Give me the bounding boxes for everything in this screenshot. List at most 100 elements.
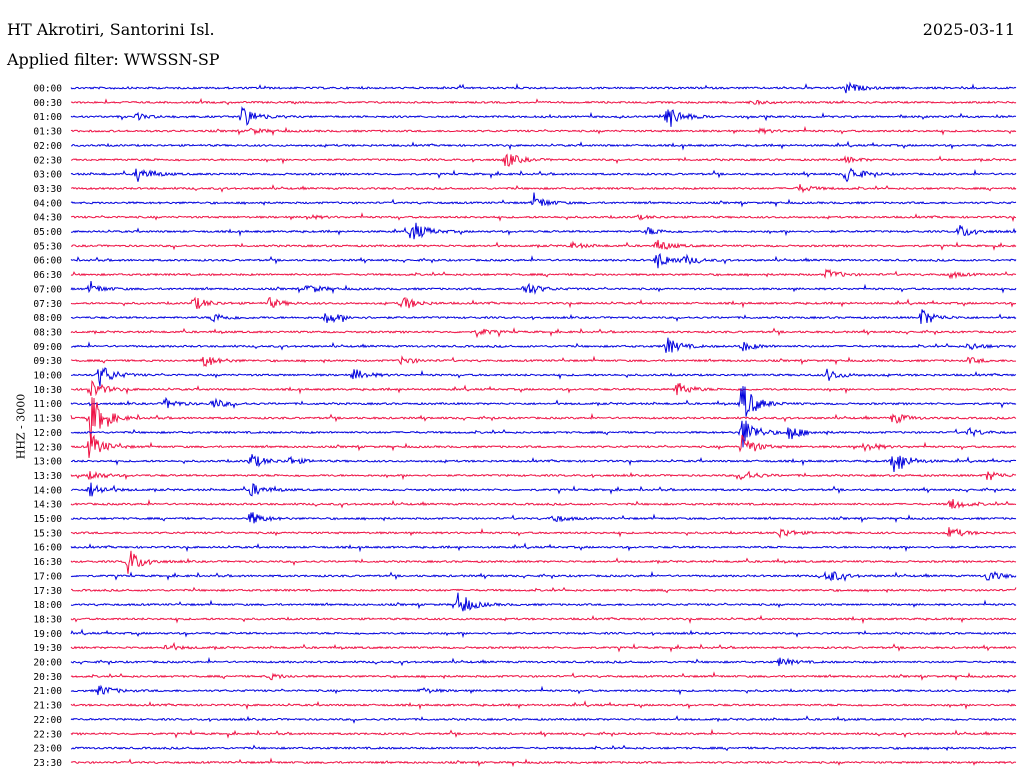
seismic-trace <box>70 212 1017 223</box>
seismic-trace <box>70 570 1017 582</box>
time-tick-label: 17:00 <box>33 571 62 582</box>
seismic-trace <box>70 757 1017 768</box>
seismic-trace <box>70 434 1017 458</box>
time-tick-label: 01:30 <box>33 127 62 138</box>
seismic-trace <box>70 253 1017 269</box>
seismic-trace <box>70 498 1017 509</box>
seismic-trace <box>70 327 1017 339</box>
seismic-trace <box>70 671 1017 681</box>
time-tick-label: 02:00 <box>33 141 62 152</box>
time-tick-label: 04:30 <box>33 213 62 224</box>
time-tick-label: 11:00 <box>33 399 62 410</box>
time-tick-label: 19:00 <box>33 629 62 640</box>
applied-filter: Applied filter: WWSSN-SP <box>7 50 220 69</box>
seismic-trace <box>70 192 1017 208</box>
time-tick-label: 06:30 <box>33 270 62 281</box>
seismic-trace <box>70 239 1017 251</box>
seismic-trace <box>70 454 1017 473</box>
seismic-trace <box>70 140 1017 151</box>
record-date: 2025-03-11 <box>922 20 1015 39</box>
seismic-trace <box>70 379 1017 397</box>
seismic-trace <box>71 586 1017 594</box>
seismic-trace <box>70 512 1017 524</box>
time-tick-label: 13:00 <box>33 457 62 468</box>
time-tick-label: 10:00 <box>33 371 62 382</box>
seismic-trace <box>70 309 1017 324</box>
time-tick-label: 02:30 <box>33 155 62 166</box>
seismic-trace <box>70 656 1017 667</box>
seismic-trace <box>70 355 1016 368</box>
time-tick-label: 21:30 <box>33 701 62 712</box>
seismic-trace <box>70 167 1017 183</box>
seismic-trace <box>70 684 1017 696</box>
time-tick-label: 11:30 <box>33 414 62 425</box>
time-tick-label: 12:30 <box>33 442 62 453</box>
time-ticks: 00:00 00:30 01:00 01:30 02:00 02:30 03:00 03:30… <box>33 84 62 769</box>
time-tick-label: 07:30 <box>33 299 62 310</box>
time-tick-label: 18:00 <box>33 600 62 611</box>
seismic-trace <box>70 153 1017 167</box>
time-tick-label: 23:30 <box>33 758 62 769</box>
time-tick-label: 08:30 <box>33 327 62 338</box>
time-tick-label: 00:00 <box>33 84 62 95</box>
seismic-trace <box>70 527 1017 539</box>
time-tick-label: 20:30 <box>33 672 62 683</box>
time-tick-label: 06:00 <box>33 256 62 267</box>
time-tick-label: 14:00 <box>33 485 62 496</box>
seismic-trace <box>70 81 1017 94</box>
time-tick-label: 00:30 <box>33 98 62 109</box>
seismic-trace <box>71 222 1017 240</box>
seismic-trace <box>70 715 1017 724</box>
time-tick-label: 15:30 <box>33 528 62 539</box>
time-tick-label: 10:30 <box>33 385 62 396</box>
time-tick-label: 22:00 <box>33 715 62 726</box>
time-tick-label: 20:00 <box>33 658 62 669</box>
time-tick-label: 18:30 <box>33 614 62 625</box>
time-tick-label: 13:30 <box>33 471 62 482</box>
seismic-trace <box>70 592 1017 612</box>
time-tick-label: 09:00 <box>33 342 62 353</box>
seismic-trace <box>70 268 1017 280</box>
seismic-trace <box>70 386 1017 417</box>
trace-lines <box>70 81 1017 768</box>
time-tick-label: 22:30 <box>33 729 62 740</box>
time-tick-label: 03:30 <box>33 184 62 195</box>
seismic-trace <box>70 550 1017 574</box>
station-title: HT Akrotiri, Santorini Isl. <box>7 20 215 39</box>
seismic-trace <box>70 641 1017 653</box>
time-tick-label: 23:00 <box>33 744 62 755</box>
time-tick-label: 21:00 <box>33 686 62 697</box>
time-tick-label: 16:30 <box>33 557 62 568</box>
time-tick-label: 14:30 <box>33 500 62 511</box>
seismic-trace <box>70 97 1017 106</box>
time-tick-label: 09:30 <box>33 356 62 367</box>
seismic-trace <box>70 105 1017 127</box>
time-tick-label: 17:30 <box>33 586 62 597</box>
time-tick-label: 03:00 <box>33 170 62 181</box>
time-tick-label: 05:30 <box>33 241 62 252</box>
time-tick-label: 16:00 <box>33 543 62 554</box>
seismic-trace <box>70 296 1017 310</box>
time-tick-label: 04:00 <box>33 198 62 209</box>
seismic-trace <box>70 397 1017 444</box>
seismic-trace <box>70 420 1017 448</box>
time-tick-label: 05:00 <box>33 227 62 238</box>
seismic-trace <box>70 542 1017 553</box>
time-tick-label: 01:00 <box>33 112 62 123</box>
seismic-trace <box>70 744 1017 752</box>
seismic-trace <box>70 614 1017 625</box>
time-tick-label: 19:30 <box>33 643 62 654</box>
seismic-trace <box>70 728 1017 739</box>
time-tick-label: 08:00 <box>33 313 62 324</box>
seismic-trace <box>70 184 1017 194</box>
time-tick-label: 12:00 <box>33 428 62 439</box>
seismic-trace <box>70 482 1017 497</box>
seismic-trace <box>70 337 1017 353</box>
time-tick-label: 15:00 <box>33 514 62 525</box>
seismic-trace <box>70 125 1017 137</box>
seismic-trace <box>70 367 1017 387</box>
time-tick-label: 07:00 <box>33 284 62 295</box>
seismic-trace <box>70 628 1017 639</box>
seismic-trace <box>70 470 1017 481</box>
